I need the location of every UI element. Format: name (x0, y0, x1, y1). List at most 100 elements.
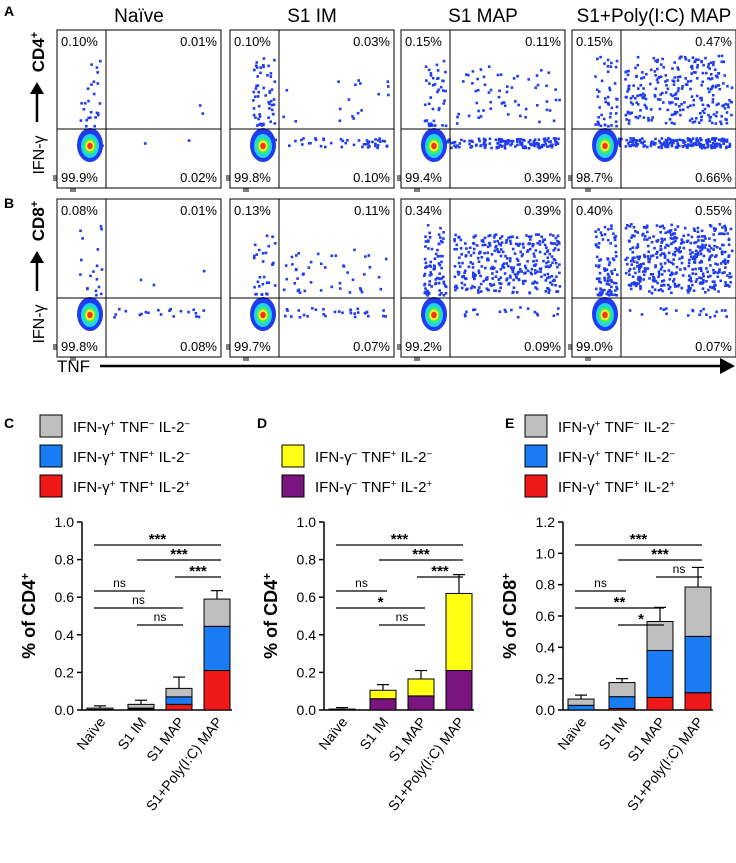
event-cluster (421, 297, 447, 331)
event-dot (85, 124, 88, 128)
event-dot (268, 102, 271, 106)
event-dot (527, 140, 531, 144)
event-dot (717, 84, 721, 87)
event-dot (441, 79, 444, 83)
category-label: Naïve (73, 714, 108, 753)
event-dot (664, 138, 668, 142)
event-dot (654, 265, 657, 269)
event-dot (636, 55, 640, 59)
event-dot (647, 260, 650, 264)
event-dot (493, 240, 496, 243)
event-dot (639, 141, 643, 144)
event-cluster (592, 128, 618, 162)
event-dot (520, 270, 523, 273)
event-dot (265, 234, 269, 238)
event-dot (687, 274, 691, 278)
event-dot (710, 87, 713, 91)
event-dot (696, 245, 700, 248)
event-dot (638, 114, 642, 118)
event-dot (518, 242, 521, 246)
event-dot (459, 247, 463, 250)
event-dot (498, 144, 502, 147)
cluster-core (260, 311, 266, 319)
quadrant-upper-left-pct: 0.34% (405, 203, 442, 218)
event-dot (715, 103, 719, 107)
event-dot (555, 243, 559, 247)
event-dot (517, 278, 521, 282)
event-dot (552, 249, 556, 252)
event-dot (637, 270, 641, 273)
event-dot (501, 250, 505, 254)
event-dot (490, 284, 493, 287)
event-dot (716, 275, 720, 279)
event-dot (545, 108, 549, 112)
event-dot (258, 285, 261, 288)
event-dot (711, 100, 715, 104)
event-dot (346, 139, 349, 142)
event-dot (651, 254, 655, 257)
event-dot (554, 143, 558, 146)
event-dot (518, 267, 522, 271)
event-dot (509, 239, 512, 243)
event-dot (714, 85, 718, 89)
event-dot (476, 256, 480, 260)
event-dot (718, 270, 721, 274)
event-dot (322, 138, 325, 142)
panel-letter: C (4, 415, 14, 431)
event-dot (286, 309, 289, 312)
event-dot (656, 67, 659, 71)
event-dot (498, 282, 501, 285)
event-dot (82, 107, 86, 111)
bar-segment (203, 670, 231, 711)
event-dot (533, 138, 537, 141)
event-dot (726, 103, 730, 106)
event-dot (646, 238, 649, 241)
event-dot (558, 271, 561, 275)
event-dot (698, 112, 702, 115)
event-dot (712, 233, 715, 236)
event-dot (630, 236, 633, 239)
event-dot (689, 276, 692, 279)
event-dot (613, 293, 616, 297)
event-dot (352, 143, 356, 147)
y-tick-label: 0.6 (536, 608, 556, 624)
event-dot (272, 103, 276, 106)
event-dot (700, 60, 703, 64)
event-dot (594, 287, 598, 291)
event-dot (550, 145, 554, 149)
event-dot (679, 268, 682, 271)
event-dot (501, 263, 505, 267)
event-dot (546, 287, 549, 290)
event-dot (499, 268, 503, 271)
event-dot (476, 88, 480, 92)
category-label: S1 IM (114, 714, 149, 753)
event-dot (495, 270, 499, 274)
scatter-events (252, 234, 388, 319)
event-dot (99, 59, 102, 63)
event-dot (712, 227, 716, 230)
quadrant-upper-right-pct: 0.03% (353, 34, 390, 49)
event-dot (641, 71, 644, 74)
scatter-events (594, 54, 734, 150)
cluster-core (431, 311, 437, 319)
event-dot (642, 278, 645, 281)
event-dot (444, 285, 448, 289)
event-dot (659, 225, 662, 229)
event-dot (80, 258, 83, 262)
event-dot (705, 313, 708, 316)
event-dot (664, 143, 668, 147)
event-dot (639, 284, 642, 288)
event-dot (648, 290, 651, 293)
event-dot (606, 65, 610, 68)
dot-plot: 0.10% 0.01%99.9% 0.02% (53, 29, 222, 192)
event-dot (712, 271, 716, 275)
event-dot (695, 58, 698, 61)
event-dot (464, 314, 467, 318)
event-dot (636, 243, 640, 246)
event-dot (438, 289, 441, 292)
event-dot (725, 145, 728, 149)
event-dot (255, 66, 259, 69)
event-dot (549, 264, 552, 267)
event-dot (508, 259, 512, 263)
event-dot (615, 59, 619, 63)
